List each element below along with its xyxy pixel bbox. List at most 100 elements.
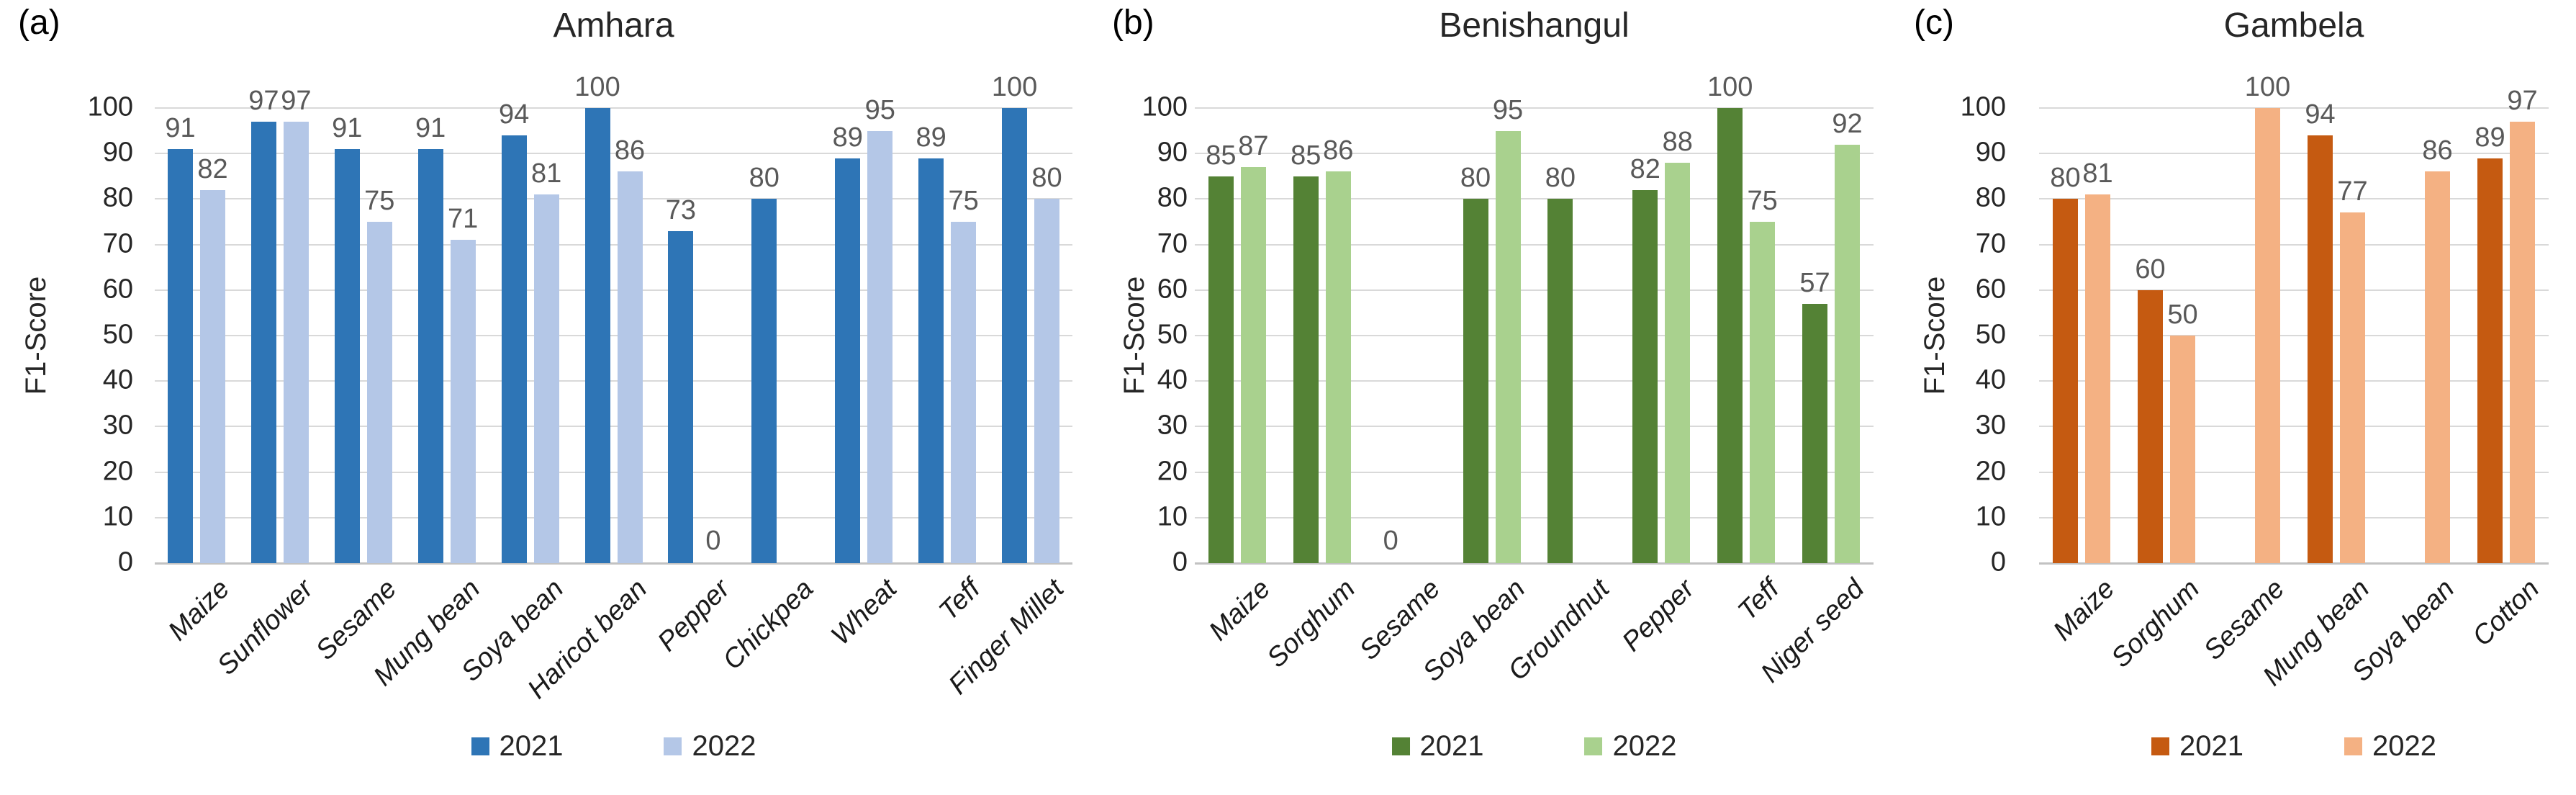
bar-2021-niger-seed xyxy=(1802,303,1828,563)
y-tick-label: 40 xyxy=(1975,364,2006,395)
legend-label: 2021 xyxy=(1419,730,1484,762)
data-label: 75 xyxy=(1747,186,1778,216)
bar-2021-sorghum xyxy=(1293,176,1319,563)
legend: 2021 2022 xyxy=(1391,730,1676,762)
legend-entry-2021: 2021 xyxy=(471,732,564,760)
y-tick-label: 40 xyxy=(1157,364,1188,395)
data-label: 86 xyxy=(2422,135,2453,166)
data-label: 97 xyxy=(248,85,279,116)
gridline xyxy=(1195,335,1874,336)
y-tick-label: 100 xyxy=(1960,91,2006,122)
data-label: 75 xyxy=(948,186,979,216)
data-label: 80 xyxy=(1545,163,1576,194)
panel-label: (b) xyxy=(1112,4,1154,42)
gridline xyxy=(1195,516,1874,518)
gridline xyxy=(1195,380,1874,382)
x-axis-label-sorghum: Sorghum xyxy=(2105,573,2206,674)
data-label: 100 xyxy=(2244,72,2291,102)
x-axis-label-maize: Maize xyxy=(162,573,236,647)
data-label: 97 xyxy=(2507,85,2538,116)
bar-2021-chickpea xyxy=(751,199,777,563)
y-tick-label: 90 xyxy=(1975,137,2006,168)
y-tick-label: 100 xyxy=(87,91,133,122)
data-label: 85 xyxy=(1291,140,1321,171)
panel-label: (c) xyxy=(1914,4,1954,42)
bar-2021-teff xyxy=(918,158,944,563)
data-label: 80 xyxy=(749,163,779,194)
data-label: 77 xyxy=(2337,176,2368,207)
legend-label: 2021 xyxy=(499,730,564,762)
bar-2022-finger-millet xyxy=(1034,199,1060,563)
legend-swatch-2021 xyxy=(2151,737,2170,755)
data-label: 97 xyxy=(281,85,312,116)
y-tick-label: 80 xyxy=(102,182,133,213)
legend-entry-2022: 2022 xyxy=(664,732,756,760)
data-label: 60 xyxy=(2135,253,2166,284)
x-axis-line xyxy=(155,562,1072,565)
legend-entry-2021: 2021 xyxy=(1391,730,1484,762)
gridline xyxy=(2039,516,2549,518)
gridline xyxy=(2039,243,2549,246)
gridline xyxy=(155,380,1072,382)
bar-2022-niger-seed xyxy=(1835,144,1861,563)
bar-2022-cotton xyxy=(2510,121,2535,563)
bar-2022-soya-bean xyxy=(2425,171,2450,563)
gridline xyxy=(1195,243,1874,246)
y-tick-label: 30 xyxy=(1157,410,1188,441)
gridline xyxy=(155,335,1072,336)
bar-2021-wheat xyxy=(835,158,861,563)
data-label: 75 xyxy=(364,186,395,216)
bar-2021-maize xyxy=(1208,176,1234,563)
data-label: 82 xyxy=(197,153,228,184)
data-label: 81 xyxy=(2082,158,2113,189)
bar-2022-sorghum xyxy=(1325,171,1351,563)
y-tick-label: 50 xyxy=(1975,319,2006,350)
gridline xyxy=(1195,107,1874,109)
chart-panel-gambela: (c) Gambela F1-Score 100 90 80 70 60 50 40 30 20… xyxy=(1900,0,2576,795)
legend-label: 2022 xyxy=(2372,730,2436,762)
x-axis-label-maize: Maize xyxy=(1203,573,1277,647)
bar-2022-teff xyxy=(1750,222,1776,563)
data-label: 100 xyxy=(991,72,1038,102)
y-axis-title: F1-Score xyxy=(1919,276,1951,395)
bar-2021-maize xyxy=(167,148,193,563)
gridline xyxy=(2039,380,2549,382)
data-label: 80 xyxy=(2050,163,2081,194)
y-tick-label: 20 xyxy=(102,456,133,487)
data-label: 89 xyxy=(2475,122,2505,153)
y-tick-label: 10 xyxy=(1157,501,1188,532)
bar-2022-teff xyxy=(951,222,977,563)
bar-2022-mung-bean xyxy=(2340,212,2365,563)
gridline xyxy=(2039,289,2549,291)
gridline xyxy=(1195,153,1874,155)
gridline xyxy=(1195,471,1874,473)
x-axis-line xyxy=(2039,562,2549,565)
data-label: 82 xyxy=(1630,153,1660,184)
data-label: 94 xyxy=(2305,99,2336,130)
data-label: 80 xyxy=(1031,163,1062,194)
y-axis-title: F1-Score xyxy=(20,276,52,395)
bar-2021-sesame xyxy=(334,148,360,563)
data-label: 0 xyxy=(1383,526,1398,556)
bar-2022-sunflower xyxy=(283,121,309,563)
legend-swatch-2022 xyxy=(664,737,682,755)
data-label: 89 xyxy=(832,122,863,153)
legend-label: 2022 xyxy=(692,730,756,762)
legend-swatch-2022 xyxy=(1584,737,1603,755)
chart-title: Amhara xyxy=(553,6,674,45)
gridline xyxy=(2039,153,2549,155)
data-label: 86 xyxy=(614,135,646,166)
bar-2022-soya-bean xyxy=(1495,130,1521,563)
y-tick-label: 70 xyxy=(1975,228,2006,259)
data-label: 100 xyxy=(1707,72,1753,102)
bar-2022-maize xyxy=(199,189,225,563)
bar-2022-maize xyxy=(2085,194,2110,563)
bar-2021-groundnut xyxy=(1547,199,1573,563)
x-axis-label-wheat: Wheat xyxy=(826,573,903,651)
data-label: 89 xyxy=(916,122,946,153)
y-tick-label: 30 xyxy=(102,410,133,441)
y-tick-label: 10 xyxy=(1975,501,2006,532)
y-tick-label: 70 xyxy=(1157,228,1188,259)
gridline xyxy=(2039,107,2549,109)
gridline xyxy=(155,516,1072,518)
